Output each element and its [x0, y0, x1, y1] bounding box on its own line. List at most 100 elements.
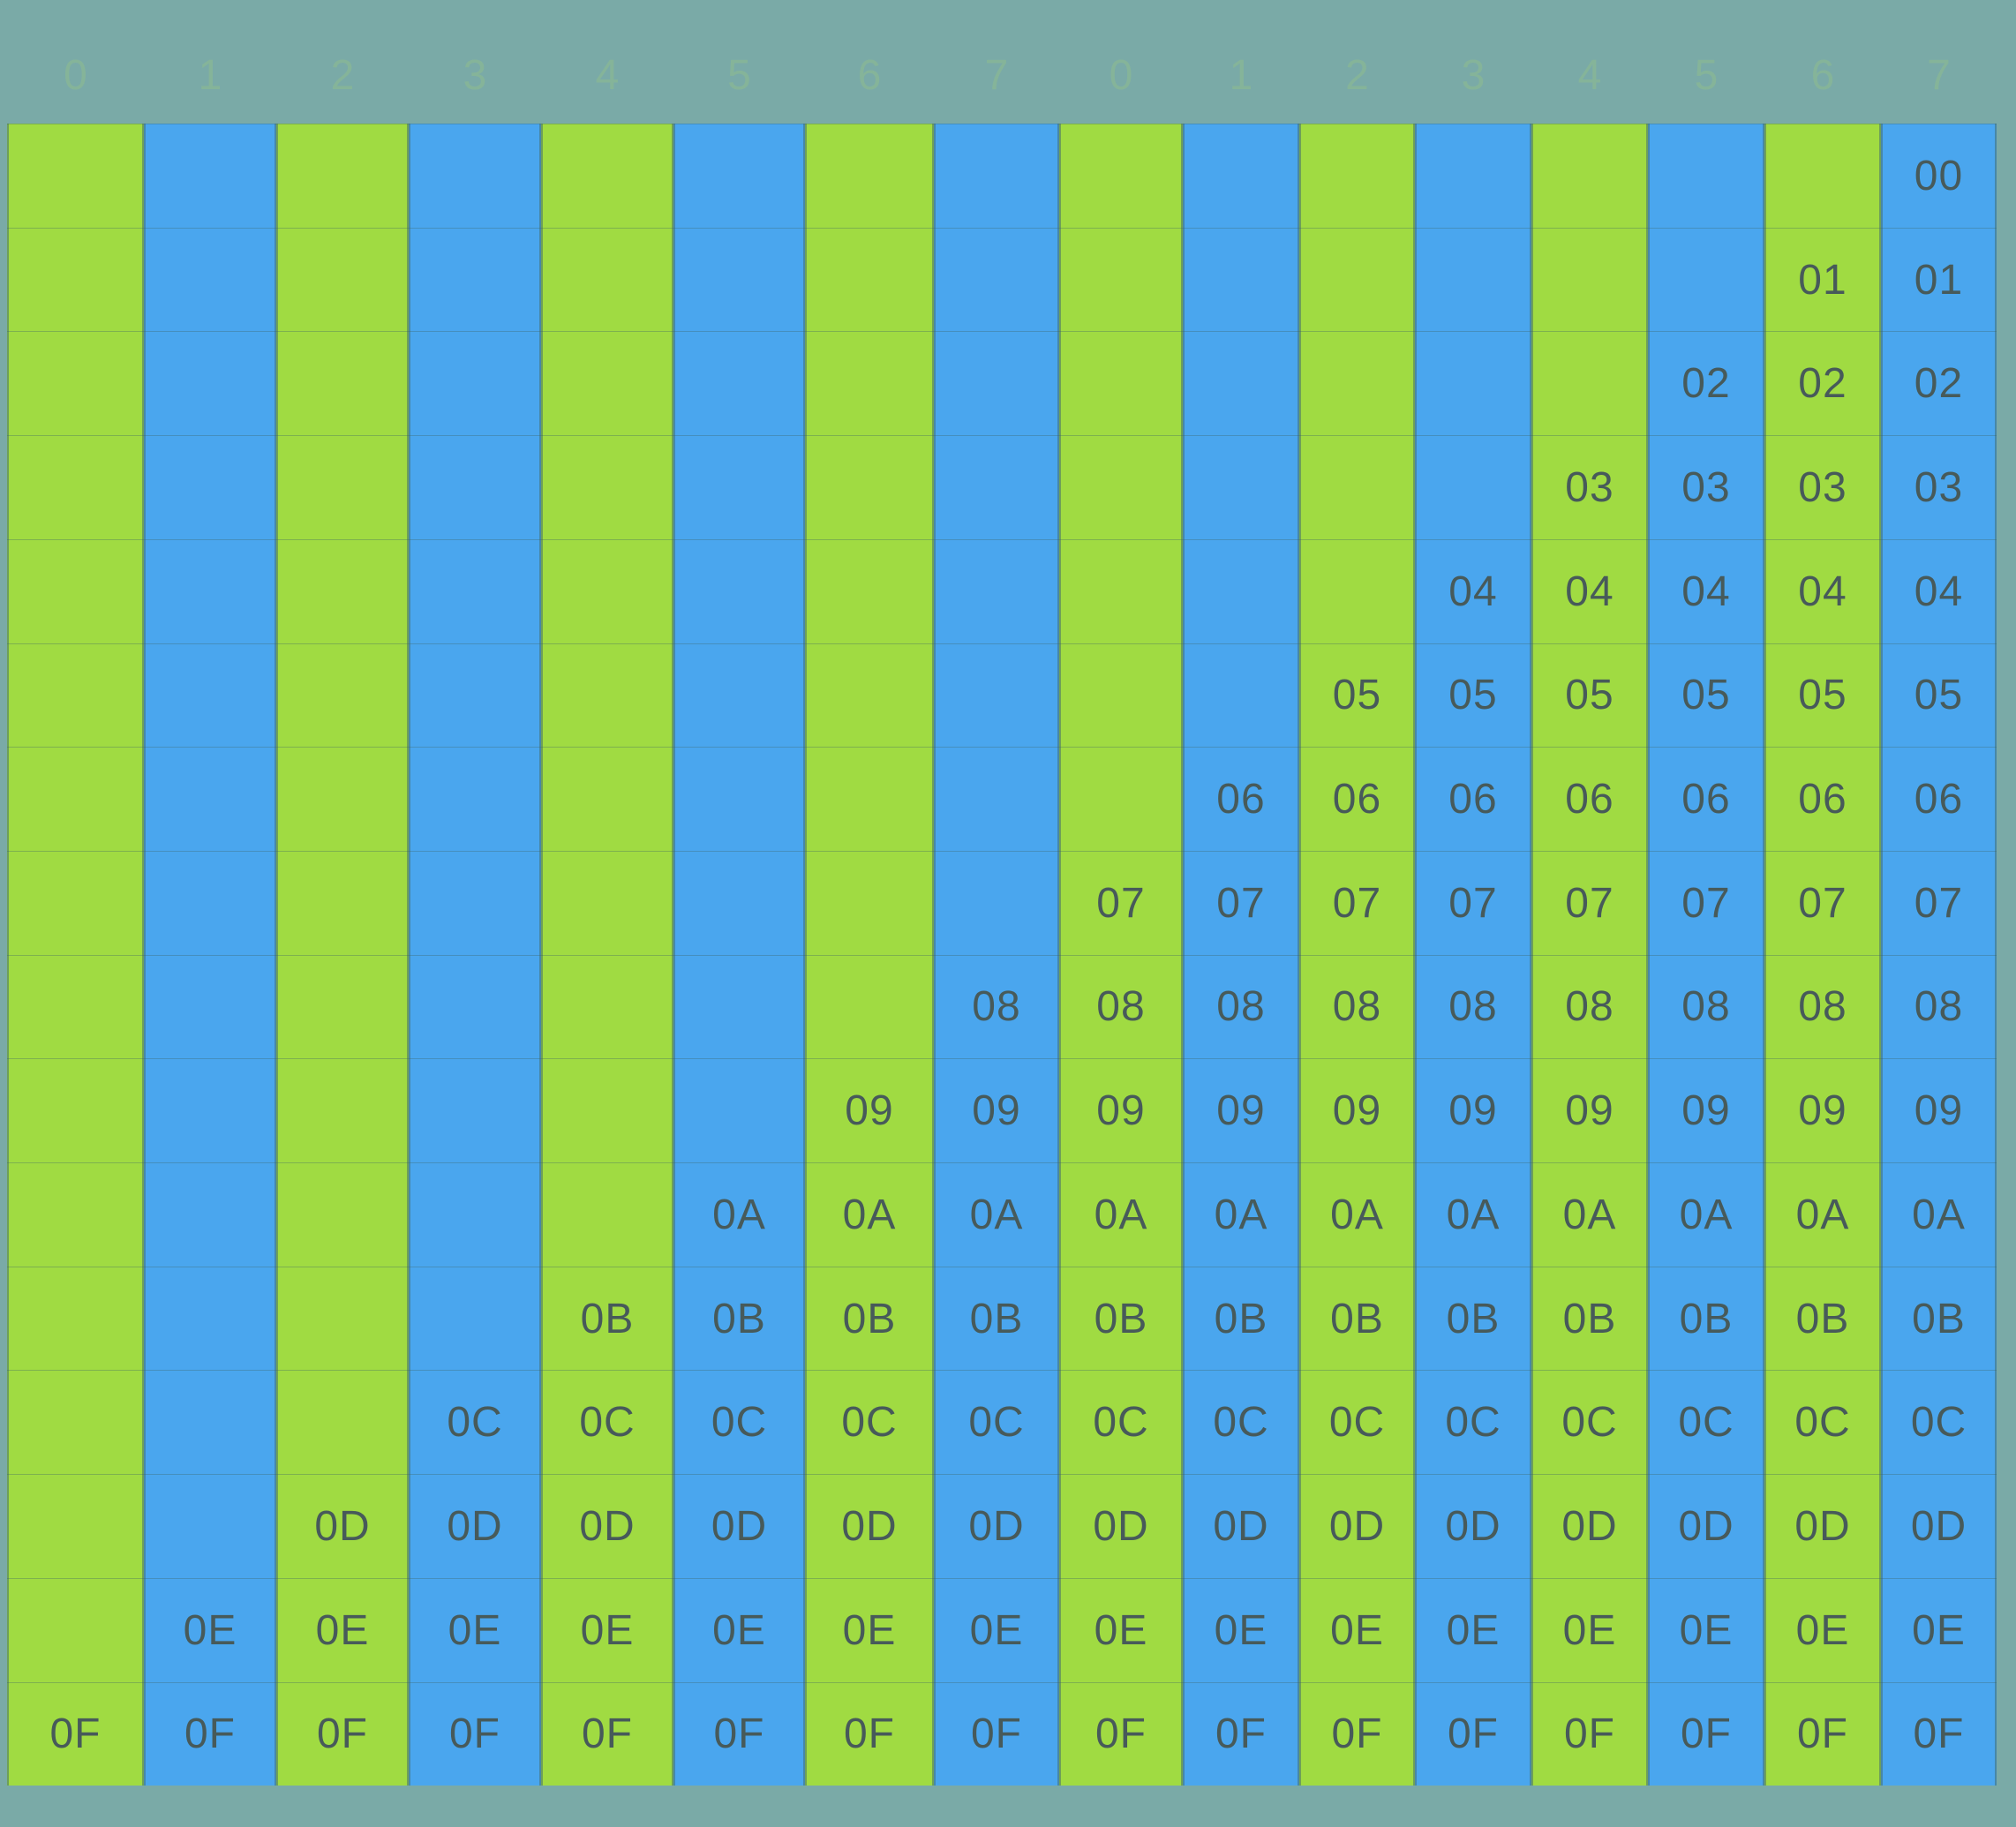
grid-cell [1059, 124, 1183, 228]
grid-cell [144, 1162, 276, 1267]
grid-cell [541, 1058, 673, 1162]
grid-cell: 03 [1531, 435, 1648, 539]
grid-cell: 09 [1415, 1058, 1531, 1162]
grid-cell: 06 [1531, 747, 1648, 851]
grid-cell [1531, 331, 1648, 435]
grid-cell [276, 1370, 409, 1474]
grid-cell: 0A [1881, 1162, 1997, 1267]
grid-cell: 0D [1299, 1474, 1415, 1578]
grid-cell [673, 538, 805, 643]
grid-cell [276, 331, 409, 435]
grid-cell: 0A [1183, 1162, 1299, 1267]
column-header-3: 3 [463, 51, 487, 99]
grid-cell: 0C [1881, 1370, 1997, 1474]
grid-cell: 00 [1881, 124, 1997, 228]
column-13 [1648, 124, 1764, 1786]
grid-cell [7, 1370, 144, 1474]
grid-cell [805, 954, 934, 1059]
grid-cell [673, 850, 805, 955]
grid-cell [276, 850, 409, 955]
grid-cell [1415, 124, 1531, 228]
grid-cell [409, 1058, 541, 1162]
grid-cell [276, 643, 409, 748]
column-8 [1059, 124, 1183, 1786]
grid-cell [7, 1058, 144, 1162]
grid-cell: 05 [1764, 643, 1881, 748]
grid-cell: 0B [1531, 1266, 1648, 1371]
grid-cell [541, 227, 673, 332]
grid-cell [1648, 124, 1764, 228]
grid-cell: 08 [1881, 954, 1997, 1059]
grid-cell: 0C [805, 1370, 934, 1474]
grid-cell [409, 1162, 541, 1267]
column-11 [1415, 124, 1531, 1786]
column-header-10: 2 [1345, 51, 1369, 99]
grid-cell: 0D [673, 1474, 805, 1578]
grid-cell: 07 [1183, 850, 1299, 955]
column-header-5: 5 [727, 51, 751, 99]
grid-cell [934, 124, 1059, 228]
grid-cell: 0F [934, 1681, 1059, 1786]
column-header-7: 7 [984, 51, 1009, 99]
grid-cell: 05 [1531, 643, 1648, 748]
grid-cell: 0C [1183, 1370, 1299, 1474]
grid-cell: 0F [1881, 1681, 1997, 1786]
grid-cell [1531, 124, 1648, 228]
grid-cell: 0E [1415, 1577, 1531, 1682]
column-3 [409, 124, 541, 1786]
grid-cell: 09 [1764, 1058, 1881, 1162]
column-4 [541, 124, 673, 1786]
grid-cell: 0F [805, 1681, 934, 1786]
grid-cell [409, 747, 541, 851]
grid-cell: 0D [1059, 1474, 1183, 1578]
grid-cell [673, 331, 805, 435]
grid-cell: 0F [409, 1681, 541, 1786]
grid-cell: 07 [1531, 850, 1648, 955]
grid-cell: 03 [1881, 435, 1997, 539]
grid-cell: 07 [1299, 850, 1415, 955]
grid-cell: 09 [934, 1058, 1059, 1162]
grid-cell [409, 124, 541, 228]
grid-cell: 06 [1881, 747, 1997, 851]
grid-cell [934, 331, 1059, 435]
grid-cell: 0B [1881, 1266, 1997, 1371]
grid-cell [1764, 124, 1881, 228]
grid-cell [1059, 538, 1183, 643]
grid-cell: 0B [1764, 1266, 1881, 1371]
grid-cell [409, 227, 541, 332]
column-header-13: 5 [1694, 51, 1719, 99]
grid-cell [805, 538, 934, 643]
grid-cell [409, 538, 541, 643]
grid-cell [144, 331, 276, 435]
grid-cell [409, 435, 541, 539]
grid-cell: 0F [541, 1681, 673, 1786]
grid-cell: 0A [1059, 1162, 1183, 1267]
column-header-14: 6 [1810, 51, 1835, 99]
grid-cell: 0C [1415, 1370, 1531, 1474]
grid-cell [276, 1058, 409, 1162]
grid-cell [276, 227, 409, 332]
grid-cell: 01 [1881, 227, 1997, 332]
grid-cell [805, 643, 934, 748]
grid-cell: 0A [1531, 1162, 1648, 1267]
grid-cell: 08 [934, 954, 1059, 1059]
grid-cell [7, 435, 144, 539]
grid-cell: 09 [1531, 1058, 1648, 1162]
grid-cell: 0D [1881, 1474, 1997, 1578]
grid-cell: 09 [1183, 1058, 1299, 1162]
grid-cell: 0D [1415, 1474, 1531, 1578]
grid-cell: 0F [673, 1681, 805, 1786]
grid-cell: 0E [1764, 1577, 1881, 1682]
grid-cell: 0B [541, 1266, 673, 1371]
grid-cell [673, 643, 805, 748]
column-2 [276, 124, 409, 1786]
grid-cell: 0B [1415, 1266, 1531, 1371]
grid-cell: 0A [805, 1162, 934, 1267]
grid-cell: 0F [1299, 1681, 1415, 1786]
grid-cell [144, 747, 276, 851]
grid-cell: 0C [1299, 1370, 1415, 1474]
grid-cell: 0D [1183, 1474, 1299, 1578]
grid-cell: 0B [1183, 1266, 1299, 1371]
grid-cell: 04 [1531, 538, 1648, 643]
grid-cell [409, 643, 541, 748]
